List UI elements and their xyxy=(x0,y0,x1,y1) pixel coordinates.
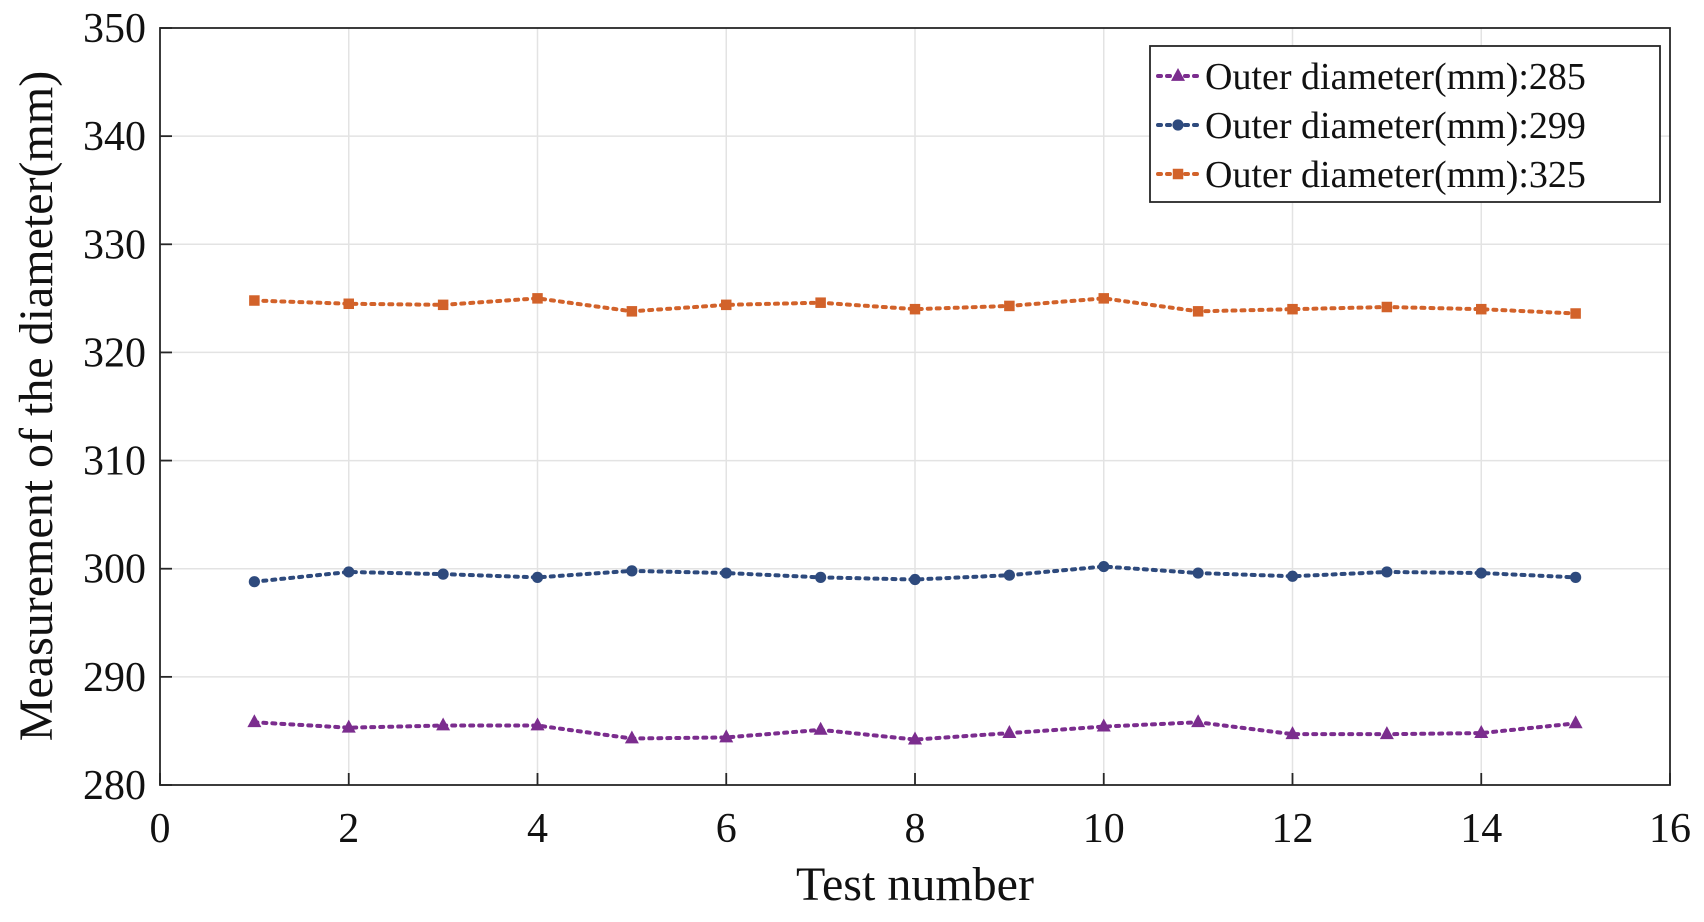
data-point xyxy=(909,303,921,315)
data-point xyxy=(815,571,827,583)
x-tick-label: 16 xyxy=(1649,806,1691,852)
data-point xyxy=(626,565,638,577)
legend-box xyxy=(1149,45,1661,203)
data-point xyxy=(532,293,543,304)
data-point xyxy=(1098,293,1109,304)
series-line xyxy=(252,296,1578,316)
data-point xyxy=(248,576,260,588)
x-tick-label: 8 xyxy=(905,806,926,852)
legend-label: Outer diameter(mm):299 xyxy=(1205,105,1586,147)
x-tick-label: 6 xyxy=(716,806,737,852)
data-point xyxy=(530,717,545,731)
data-point xyxy=(436,717,451,731)
legend-label: Outer diameter(mm):325 xyxy=(1205,154,1586,196)
data-point xyxy=(721,299,732,311)
data-point xyxy=(719,729,734,743)
data-point xyxy=(437,568,449,580)
data-point xyxy=(1475,567,1487,579)
x-tick-label: 4 xyxy=(527,806,548,852)
x-axis-title: Test number xyxy=(796,858,1034,911)
data-point xyxy=(626,306,638,317)
legend-label: Outer diameter(mm):285 xyxy=(1205,56,1586,98)
legend-item: Outer diameter(mm):325 xyxy=(1156,154,1586,196)
legend-marker xyxy=(1171,67,1185,81)
data-point xyxy=(1474,725,1489,738)
legend-marker xyxy=(1172,119,1184,131)
series-line xyxy=(252,720,1578,742)
y-tick-label: 340 xyxy=(83,114,146,160)
x-axis-ticks: 0 2 4 6 8 10 12 14 16 xyxy=(150,773,1691,852)
data-point xyxy=(1004,300,1015,312)
data-point xyxy=(815,297,826,308)
y-tick-label: 290 xyxy=(83,655,146,701)
y-axis-title: Measurement of the diameter(mm) xyxy=(10,71,63,741)
y-tick-label: 300 xyxy=(83,547,146,593)
data-point xyxy=(1002,725,1017,738)
data-point xyxy=(1285,726,1300,740)
data-point xyxy=(1192,567,1204,579)
data-point xyxy=(343,298,354,310)
series-3 xyxy=(249,293,1581,319)
data-point xyxy=(1568,715,1583,729)
x-tick-label: 12 xyxy=(1272,806,1314,852)
data-point xyxy=(437,299,449,311)
x-tick-label: 14 xyxy=(1460,806,1502,852)
data-point xyxy=(1476,303,1487,315)
data-point xyxy=(1570,308,1581,319)
data-point xyxy=(624,730,639,744)
y-axis-ticks: 280 290 300 310 320 330 340 350 xyxy=(83,6,172,809)
data-point xyxy=(908,731,922,745)
data-point xyxy=(1191,714,1206,728)
x-tick-label: 2 xyxy=(338,806,359,852)
y-tick-label: 330 xyxy=(83,222,146,268)
legend-item: Outer diameter(mm):285 xyxy=(1156,56,1586,98)
data-point xyxy=(341,719,356,733)
series-group xyxy=(247,293,1583,745)
x-tick-label: 0 xyxy=(150,806,171,852)
data-point xyxy=(1003,569,1015,581)
data-point xyxy=(1381,566,1393,578)
data-point xyxy=(531,571,544,583)
legend: Outer diameter(mm):285 Outer diameter(mm)… xyxy=(1149,45,1661,203)
data-point xyxy=(1379,726,1394,740)
data-point xyxy=(249,295,260,306)
legend-item: Outer diameter(mm):299 xyxy=(1156,105,1586,147)
data-point xyxy=(247,714,262,728)
data-point xyxy=(1287,303,1298,315)
legend-marker xyxy=(1172,168,1184,180)
series-1 xyxy=(247,714,1583,745)
y-tick-label: 310 xyxy=(83,439,146,485)
data-point xyxy=(813,721,828,735)
data-point xyxy=(720,567,732,579)
y-tick-label: 280 xyxy=(83,763,146,809)
y-tick-label: 350 xyxy=(83,6,146,52)
data-point xyxy=(1570,571,1582,583)
data-point xyxy=(1192,306,1204,317)
data-point xyxy=(343,566,355,578)
data-point xyxy=(1286,570,1299,582)
data-point xyxy=(1098,560,1110,573)
data-point xyxy=(909,573,921,586)
x-tick-label: 10 xyxy=(1083,806,1125,852)
data-point xyxy=(1381,301,1393,313)
y-tick-label: 320 xyxy=(83,330,146,376)
series-2 xyxy=(248,560,1582,588)
data-point xyxy=(1096,718,1111,732)
